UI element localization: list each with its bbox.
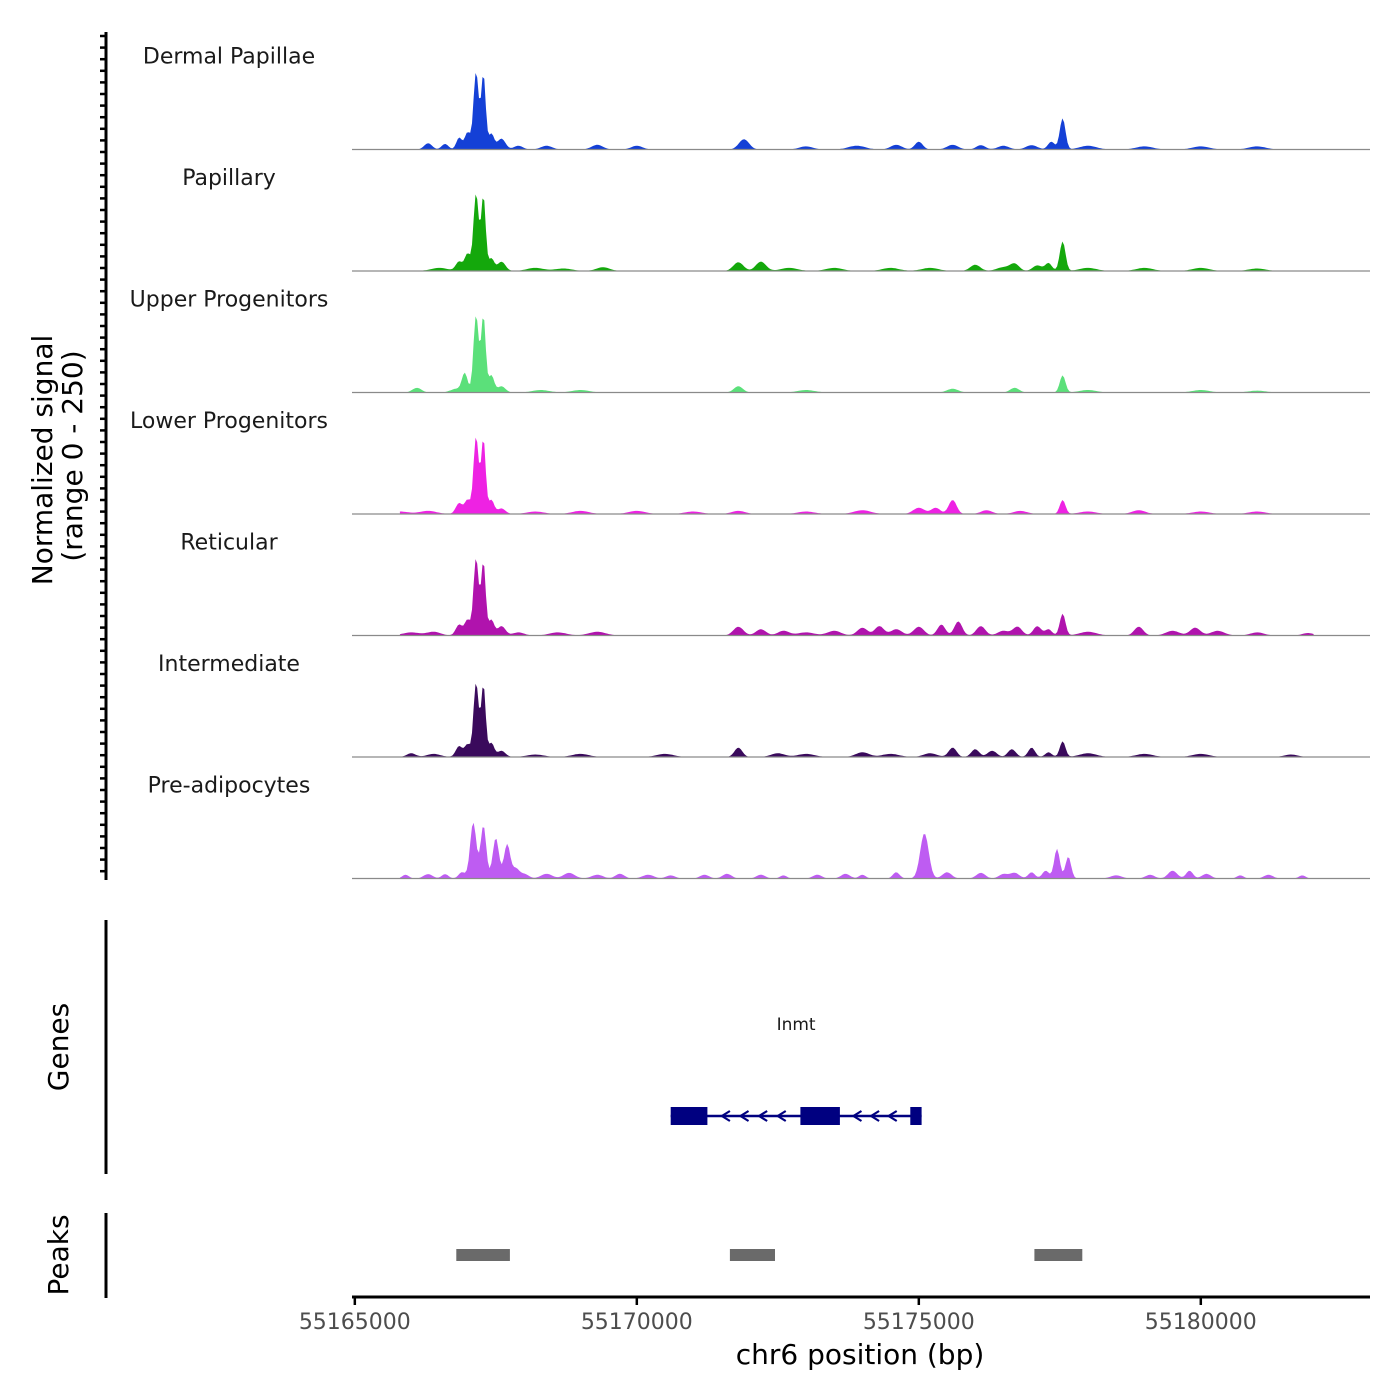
- track-label: Lower Progenitors: [130, 409, 328, 434]
- signal-area: [399, 316, 1314, 393]
- track-label: Pre-adipocytes: [148, 774, 311, 799]
- y-axis-title-line2: (range 0 - 250): [56, 350, 89, 561]
- track-pre-adipocytes: Pre-adipocytes: [148, 774, 1370, 880]
- x-tick-label: 55170000: [581, 1310, 693, 1335]
- track-label: Dermal Papillae: [143, 45, 315, 70]
- coverage-tracks: Dermal Papillae Papillary Upper Progenitor…: [130, 45, 1370, 880]
- coverage-axis-ticks: [100, 34, 106, 873]
- track-lower-progenitors: Lower Progenitors: [130, 409, 1370, 515]
- strand-arrow: [886, 1110, 898, 1122]
- strand-arrow: [869, 1110, 880, 1122]
- x-axis-title: chr6 position (bp): [736, 1338, 985, 1371]
- y-axis-coverage: [100, 32, 108, 880]
- track-intermediate: Intermediate: [158, 652, 1370, 758]
- gene-name: Inmt: [777, 1015, 816, 1035]
- strand-arrow: [719, 1110, 731, 1122]
- peaks-track: [456, 1249, 1083, 1261]
- gene-track-label: Genes: [42, 1003, 75, 1091]
- track-reticular: Reticular: [180, 531, 1370, 637]
- track-upper-progenitors: Upper Progenitors: [130, 288, 1370, 394]
- strand-arrow: [738, 1110, 750, 1122]
- peak-region: [729, 1249, 775, 1261]
- gene-exon: [670, 1107, 708, 1125]
- y-axis-title-line1: Normalized signal: [26, 335, 59, 586]
- x-tick-label: 55180000: [1145, 1310, 1257, 1335]
- track-label: Reticular: [180, 531, 278, 556]
- track-label: Papillary: [182, 166, 276, 191]
- track-papillary: Papillary: [182, 166, 1370, 272]
- peak-region: [456, 1249, 510, 1261]
- gene-track: Inmt: [670, 1015, 922, 1125]
- signal-area: [399, 822, 1314, 879]
- track-label: Upper Progenitors: [130, 288, 329, 313]
- gene-model: Inmt: [670, 1015, 922, 1125]
- signal-area: [399, 73, 1314, 150]
- track-dermal-papillae: Dermal Papillae: [143, 45, 1370, 151]
- strand-arrow: [757, 1110, 768, 1122]
- signal-area: [399, 437, 1314, 514]
- x-axis-ticks: 55165000 55170000 55175000 55180000: [299, 1297, 1257, 1335]
- gene-exon: [800, 1107, 840, 1125]
- peaks-track-label: Peaks: [42, 1214, 75, 1295]
- gene-exon: [910, 1107, 922, 1125]
- track-label: Intermediate: [158, 652, 300, 677]
- strand-arrow: [851, 1110, 863, 1122]
- strand-arrow: [775, 1110, 787, 1122]
- x-tick-label: 55175000: [863, 1310, 975, 1335]
- signal-area: [399, 559, 1314, 636]
- peak-region: [1034, 1249, 1083, 1261]
- signal-area: [399, 194, 1314, 271]
- x-tick-label: 55165000: [299, 1310, 411, 1335]
- signal-area: [399, 683, 1314, 757]
